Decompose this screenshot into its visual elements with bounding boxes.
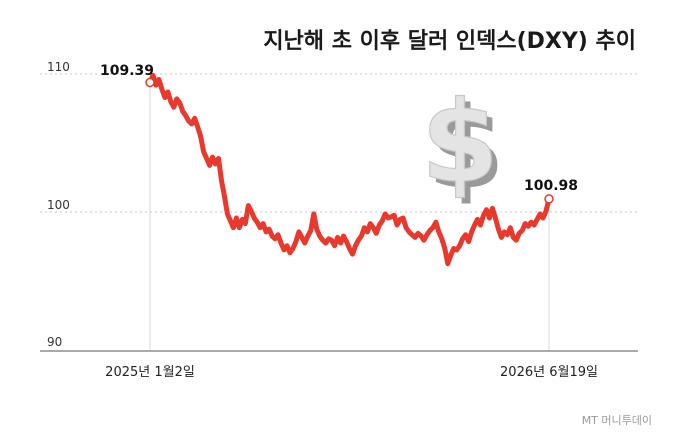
- end-value-label: 100.98: [524, 178, 578, 194]
- y-tick-label: 110: [47, 60, 70, 74]
- dxy-series-line: [147, 72, 552, 267]
- start-point: [145, 77, 155, 88]
- credit-logo: MT 머니투데이: [582, 414, 652, 427]
- end-point: [544, 194, 554, 204]
- y-tick-label: 100: [47, 198, 70, 212]
- y-tick-label: 90: [47, 335, 62, 349]
- dollar-sign-icon: $ $: [420, 77, 505, 214]
- start-value-label: 109.39: [100, 63, 154, 79]
- svg-text:$: $: [427, 84, 505, 214]
- x-tick-label: 2026년 6월19일: [500, 365, 598, 380]
- chart-title: 지난해 초 이후 달러 인덱스(DXY) 추이: [263, 29, 636, 54]
- svg-text:$: $: [421, 78, 499, 208]
- x-tick-label: 2025년 1월2일: [105, 365, 195, 380]
